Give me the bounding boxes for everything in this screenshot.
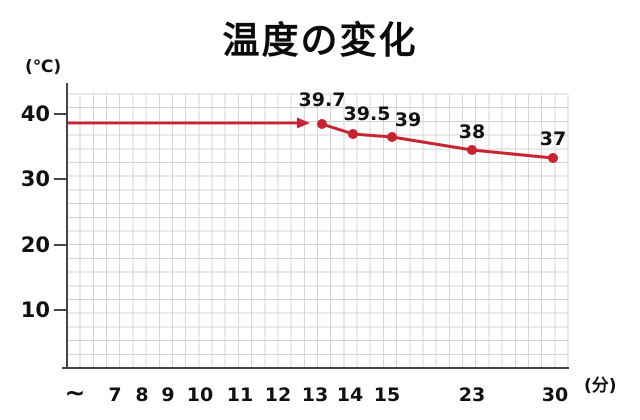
- data-point-label: 39: [395, 109, 421, 131]
- y-tick-label: 40: [21, 102, 50, 126]
- y-tick-label: 20: [21, 233, 50, 257]
- data-point-label: 38: [459, 121, 485, 143]
- axes: [62, 83, 569, 370]
- grid: [66, 93, 569, 369]
- x-tick-label: 7: [108, 384, 121, 406]
- data-point: [387, 132, 397, 142]
- x-tick-label: 10: [187, 384, 213, 406]
- x-tick-label: 11: [227, 384, 253, 406]
- data-point-label: 39.5: [344, 103, 391, 125]
- y-tick-label: 30: [21, 167, 50, 191]
- chart-title: 温度の変化: [222, 19, 418, 62]
- x-tick-label: 12: [265, 384, 291, 406]
- x-axis-unit-label: (分): [584, 376, 617, 396]
- x-tick-label: 30: [542, 384, 568, 406]
- data-point-label: 39.7: [299, 89, 346, 111]
- y-axis-unit-label: (℃): [25, 57, 62, 77]
- y-tick-label: 10: [21, 298, 50, 322]
- x-tick-label: 13: [302, 384, 328, 406]
- arrow-annotation: [68, 117, 310, 129]
- x-tick-label: 23: [459, 384, 485, 406]
- data-point-label: 37: [540, 128, 566, 150]
- x-tick-label: 14: [337, 384, 363, 406]
- data-point: [467, 145, 477, 155]
- x-tick-label: 9: [161, 384, 174, 406]
- x-tick-label: 8: [135, 384, 148, 406]
- data-point: [317, 119, 327, 129]
- x-tick-label: ~: [65, 378, 86, 407]
- data-point: [348, 129, 358, 139]
- x-tick-label: 15: [374, 384, 400, 406]
- arrow-head: [297, 117, 310, 129]
- data-point: [548, 153, 558, 163]
